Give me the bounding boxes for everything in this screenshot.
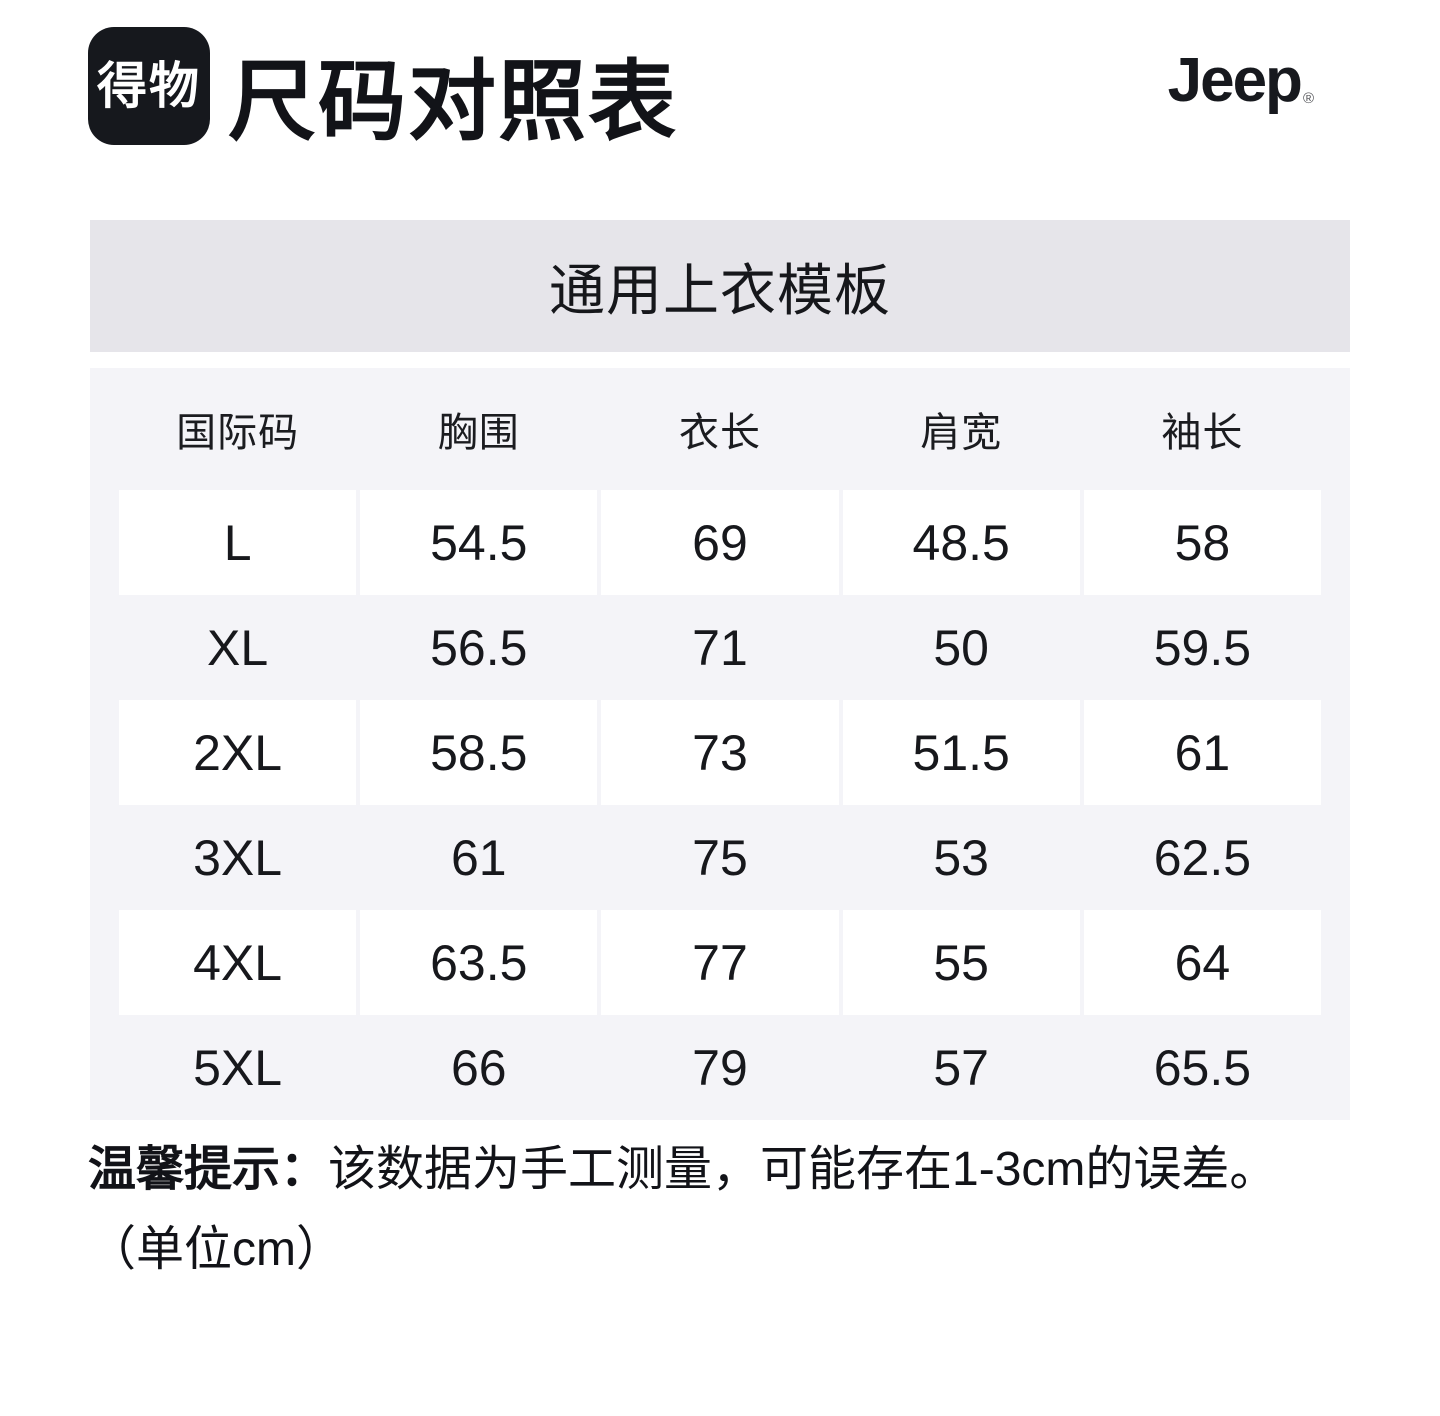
page-title: 尺码对照表 (228, 52, 679, 151)
measurement-cell: 55 (842, 910, 1080, 1015)
measurement-cell: 69 (601, 490, 839, 595)
measurement-cell: 77 (601, 910, 839, 1015)
size-label-cell: XL (207, 619, 269, 676)
measurement-cell: 53 (933, 829, 989, 886)
jeep-logo-text: Jeep (1167, 46, 1303, 115)
measurement-cell: 58.5 (360, 700, 598, 805)
measurement-cell: 79 (692, 1039, 748, 1096)
measurement-cell: 63.5 (360, 910, 598, 1015)
size-table: 国际码 胸围 衣长 肩宽 袖长 L 54.5 69 48.5 58 XL 56.5 71 50 59.5 2X… (90, 368, 1350, 1120)
measurement-cell: 73 (601, 700, 839, 805)
footnote-warm-tip-label: 温馨提示： (88, 1143, 329, 1196)
jeep-brand-logo: Jeep ® (1168, 50, 1314, 112)
measurement-cell: 51.5 (842, 700, 1080, 805)
size-label-cell: 4XL (119, 910, 357, 1015)
size-label-cell: 3XL (193, 829, 283, 886)
column-header-0: 国际码 (176, 411, 300, 455)
measurement-cell: 58 (1083, 490, 1321, 595)
footnote-unit-note: （单位cm） (88, 1223, 344, 1276)
measurement-cell: 59.5 (1153, 619, 1252, 676)
measurement-cell: 61 (1083, 700, 1321, 805)
template-banner-label: 通用上衣模板 (549, 258, 891, 322)
measurement-cell: 62.5 (1153, 829, 1252, 886)
dewu-logo-text: 得物 (97, 58, 201, 114)
column-header-3: 肩宽 (920, 411, 1003, 455)
measurement-cell: 57 (933, 1039, 989, 1096)
size-label-cell: 5XL (193, 1039, 283, 1096)
measurement-cell: 65.5 (1153, 1039, 1252, 1096)
size-label-cell: L (119, 490, 357, 595)
column-header-2: 衣长 (678, 411, 761, 455)
measurement-cell: 54.5 (360, 490, 598, 595)
footnote-measure-note: 该数据为手工测量，可能存在1-3cm的误差。 (328, 1143, 1278, 1196)
measurement-cell: 64 (1083, 910, 1321, 1015)
dewu-app-logo: 得物 (88, 27, 210, 145)
registered-trademark-symbol: ® (1302, 90, 1314, 107)
template-banner: 通用上衣模板 (90, 220, 1350, 352)
column-header-1: 胸围 (437, 411, 520, 455)
footnote-line-1: 温馨提示：该数据为手工测量，可能存在1-3cm的误差。 (88, 1130, 1378, 1210)
measurement-cell: 48.5 (842, 490, 1080, 595)
measurement-cell: 50 (933, 619, 989, 676)
measurement-cell: 75 (692, 829, 748, 886)
measurement-cell: 71 (692, 619, 748, 676)
measurement-cell: 56.5 (430, 619, 528, 676)
column-header-4: 袖长 (1161, 411, 1244, 455)
footnote: 温馨提示：该数据为手工测量，可能存在1-3cm的误差。 （单位cm） (88, 1130, 1378, 1290)
size-label-cell: 2XL (119, 700, 357, 805)
measurement-cell: 61 (450, 829, 507, 886)
measurement-cell: 66 (450, 1039, 507, 1096)
